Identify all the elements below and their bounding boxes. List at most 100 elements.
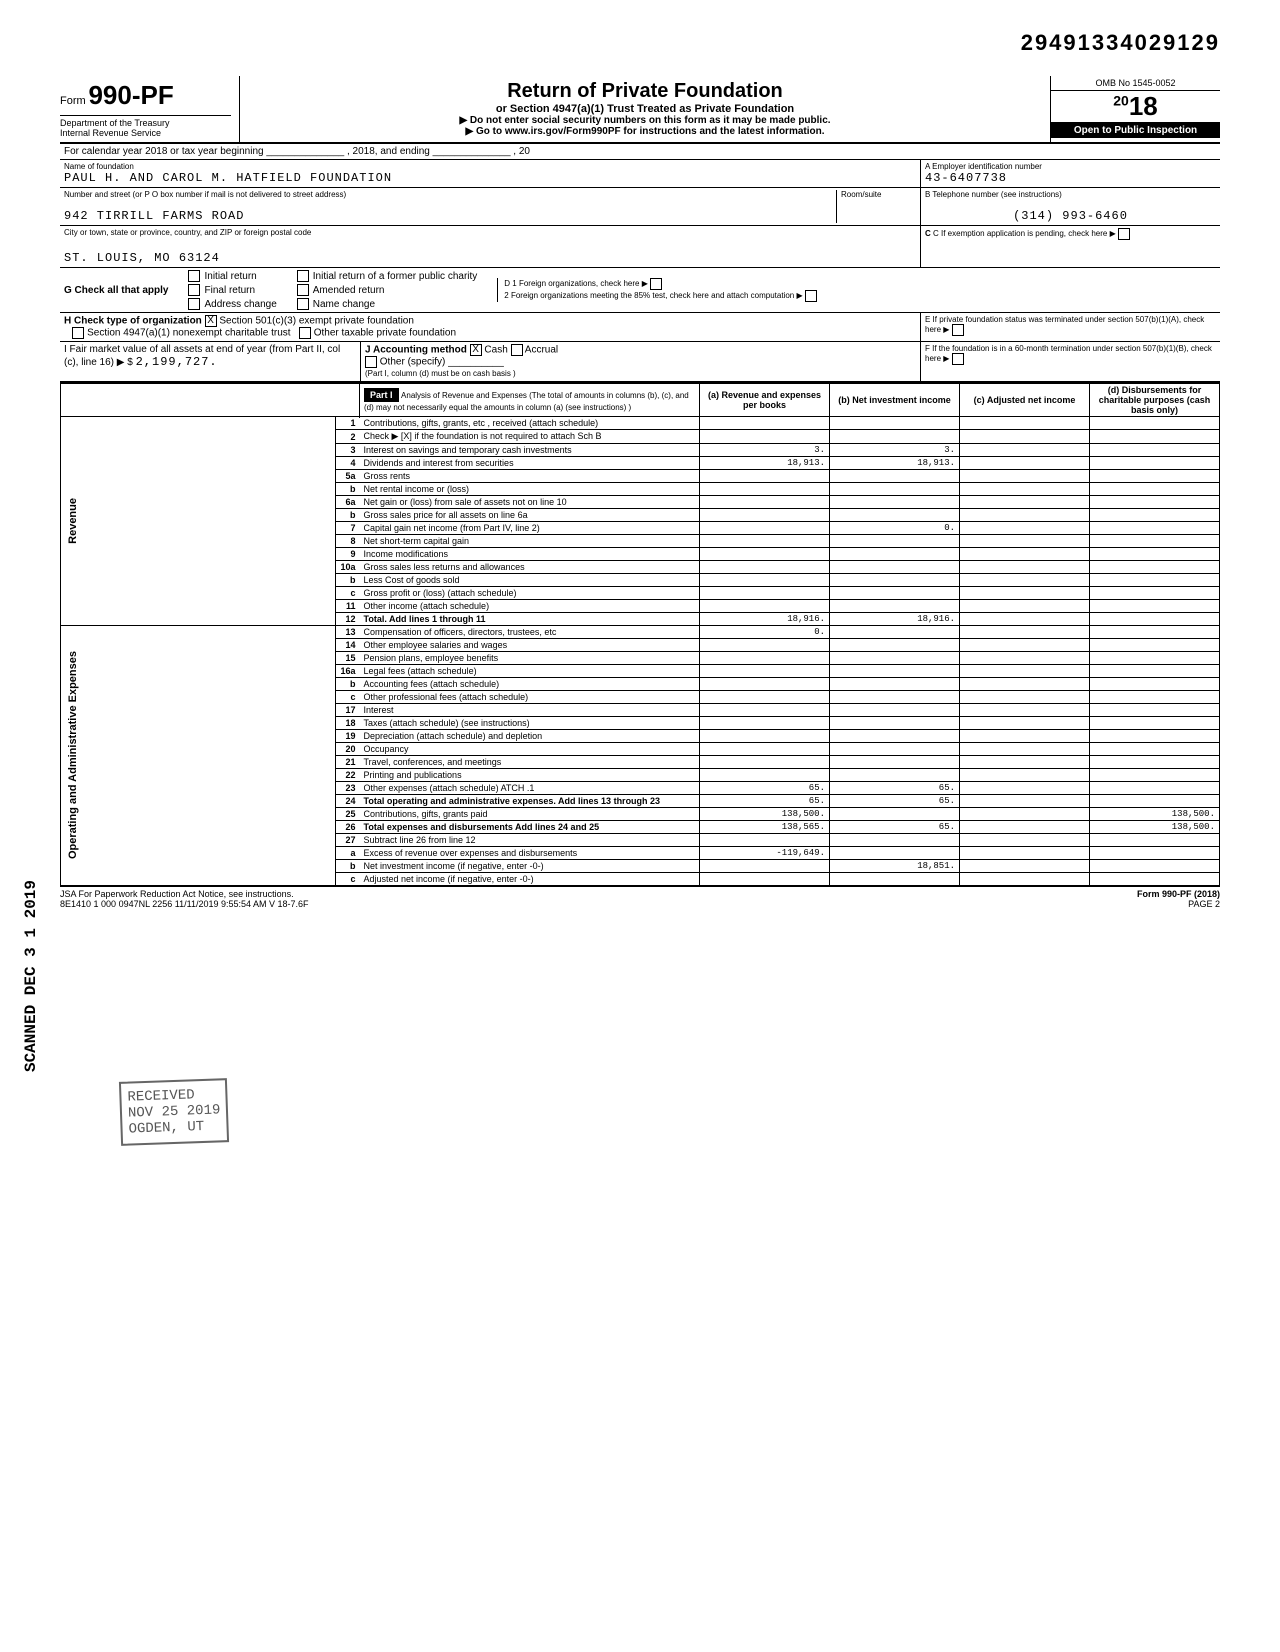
- amt-c: [960, 795, 1090, 808]
- amt-d: [1090, 613, 1220, 626]
- part1-table: Part I Analysis of Revenue and Expenses …: [60, 382, 1220, 886]
- d2-check[interactable]: [805, 290, 817, 302]
- line-no: 25: [336, 808, 360, 821]
- amt-b: 65.: [830, 821, 960, 834]
- line-desc: Total operating and administrative expen…: [360, 795, 700, 808]
- h-opt1: Section 501(c)(3) exempt private foundat…: [219, 316, 414, 327]
- j-other[interactable]: [365, 356, 377, 368]
- amt-c: [960, 626, 1090, 639]
- h-501c3[interactable]: [205, 315, 217, 327]
- amt-d: [1090, 509, 1220, 522]
- amt-c: [960, 834, 1090, 847]
- amt-d: [1090, 847, 1220, 860]
- h-4947[interactable]: [72, 327, 84, 339]
- amt-c: [960, 821, 1090, 834]
- amt-d: [1090, 417, 1220, 430]
- f-check[interactable]: [952, 353, 964, 365]
- footer-form: Form 990-PF (2018): [1137, 889, 1220, 899]
- amt-d: [1090, 639, 1220, 652]
- j-accrual[interactable]: [511, 344, 523, 356]
- amt-d: [1090, 652, 1220, 665]
- line-desc: Net short-term capital gain: [360, 535, 700, 548]
- amt-c: [960, 444, 1090, 457]
- amt-d: [1090, 574, 1220, 587]
- amt-c: [960, 756, 1090, 769]
- amt-c: [960, 509, 1090, 522]
- line-no: 15: [336, 652, 360, 665]
- footer-code: 8E1410 1 000: [60, 899, 116, 909]
- line-desc: Net investment income (if negative, ente…: [360, 860, 700, 873]
- amt-b: [830, 704, 960, 717]
- line-desc: Capital gain net income (from Part IV, l…: [360, 522, 700, 535]
- j-cash-label: Cash: [484, 345, 507, 356]
- g-initial-former[interactable]: [297, 270, 309, 282]
- omb: OMB No 1545-0052: [1051, 76, 1220, 91]
- line-no: 2: [336, 430, 360, 444]
- g-final-return[interactable]: [188, 284, 200, 296]
- amt-d: [1090, 873, 1220, 886]
- name-label: Name of foundation: [64, 162, 916, 171]
- amt-a: [700, 691, 830, 704]
- d1-check[interactable]: [650, 278, 662, 290]
- line-desc: Less Cost of goods sold: [360, 574, 700, 587]
- amt-c: [960, 600, 1090, 613]
- amt-c: [960, 613, 1090, 626]
- amt-c: [960, 470, 1090, 483]
- col-d: (d) Disbursements for charitable purpose…: [1090, 383, 1220, 417]
- part1-header: Part I: [364, 388, 399, 402]
- line-1: Revenue1Contributions, gifts, grants, et…: [61, 417, 1220, 430]
- line-desc: Gross rents: [360, 470, 700, 483]
- amt-b: [830, 652, 960, 665]
- room-label: Room/suite: [841, 190, 916, 199]
- amt-c: [960, 652, 1090, 665]
- line-desc: Income modifications: [360, 548, 700, 561]
- amt-c: [960, 417, 1090, 430]
- line-desc: Legal fees (attach schedule): [360, 665, 700, 678]
- j-other-label: Other (specify): [380, 357, 446, 368]
- amt-d: [1090, 730, 1220, 743]
- amt-c: [960, 717, 1090, 730]
- amt-b: [830, 717, 960, 730]
- line-desc: Occupancy: [360, 743, 700, 756]
- amt-b: [830, 730, 960, 743]
- line-desc: Net rental income or (loss): [360, 483, 700, 496]
- year-prefix: 20: [1113, 92, 1129, 108]
- amt-c: [960, 639, 1090, 652]
- line-desc: Travel, conferences, and meetings: [360, 756, 700, 769]
- amt-a: 0.: [700, 626, 830, 639]
- form-number: 990-PF: [88, 80, 173, 110]
- g-item-1: Final return: [204, 285, 255, 296]
- col-b: (b) Net investment income: [830, 383, 960, 417]
- amt-a: [700, 769, 830, 782]
- amt-c: [960, 430, 1090, 444]
- line-desc: Other professional fees (attach schedule…: [360, 691, 700, 704]
- g-label: G Check all that apply: [64, 285, 168, 296]
- amt-d: [1090, 704, 1220, 717]
- g-amended[interactable]: [297, 284, 309, 296]
- amt-c: [960, 483, 1090, 496]
- amt-a: [700, 834, 830, 847]
- irs: Internal Revenue Service: [60, 128, 231, 138]
- c-exemption: C C If exemption application is pending,…: [925, 228, 1216, 240]
- amt-d: [1090, 444, 1220, 457]
- foundation-name: PAUL H. AND CAROL M. HATFIELD FOUNDATION: [64, 171, 916, 185]
- amt-a: [700, 730, 830, 743]
- amt-b: 65.: [830, 795, 960, 808]
- line-no: c: [336, 691, 360, 704]
- line-no: 9: [336, 548, 360, 561]
- g-address-change[interactable]: [188, 298, 200, 310]
- amt-b: [830, 535, 960, 548]
- line-no: 12: [336, 613, 360, 626]
- amt-b: 18,916.: [830, 613, 960, 626]
- e-check[interactable]: [952, 324, 964, 336]
- instr-web: ▶ Go to www.irs.gov/Form990PF for instru…: [248, 126, 1042, 137]
- c-checkbox[interactable]: [1118, 228, 1130, 240]
- g-name-change[interactable]: [297, 298, 309, 310]
- j-note: (Part I, column (d) must be on cash basi…: [365, 369, 516, 378]
- h-other-tax[interactable]: [299, 327, 311, 339]
- amt-d: [1090, 795, 1220, 808]
- j-cash[interactable]: [470, 344, 482, 356]
- e-note: E If private foundation status was termi…: [925, 315, 1216, 336]
- g-initial-return[interactable]: [188, 270, 200, 282]
- footer-ts: 0947NL 2256 11/11/2019 9:55:54 AM V 18-7…: [119, 899, 309, 909]
